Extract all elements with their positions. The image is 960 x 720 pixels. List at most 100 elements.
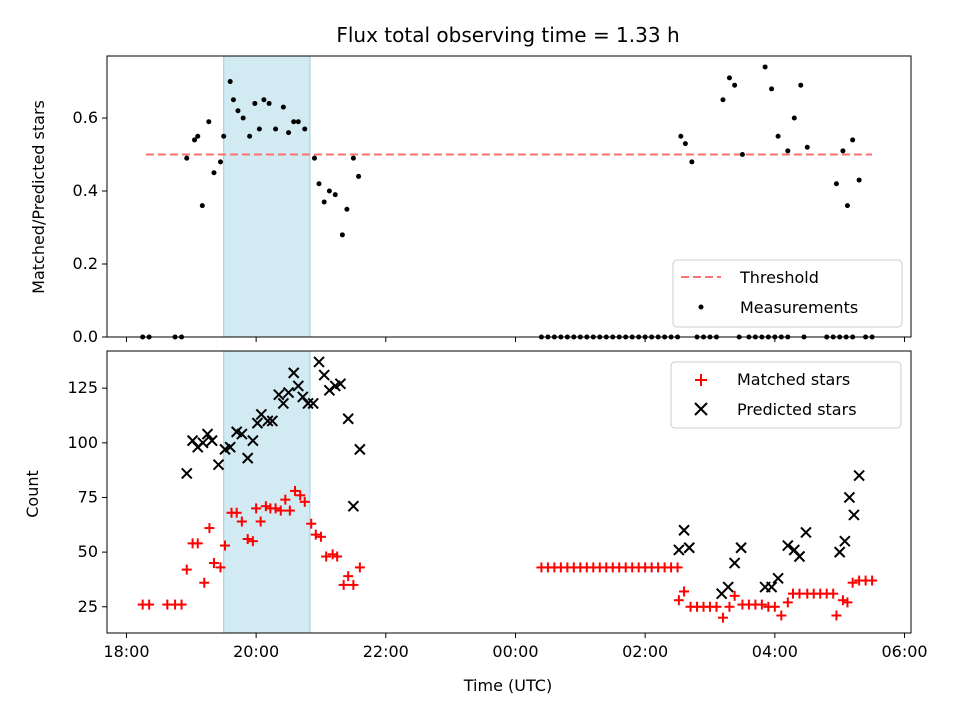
predicted-star-point xyxy=(318,369,330,381)
highlight-span-bottom xyxy=(223,350,311,634)
measurement-point xyxy=(206,119,212,125)
predicted-star-point xyxy=(678,524,690,536)
legend-bottom: Matched stars Predicted stars xyxy=(670,361,902,429)
measurement-point xyxy=(252,100,258,106)
highlight-span-top xyxy=(223,55,311,338)
matched-star-point xyxy=(284,505,295,516)
matched-star-point xyxy=(220,540,231,551)
legend-predicted-swatch xyxy=(694,402,708,416)
top-panel: Flux total observing time = 1.33 h 0.0 0.… xyxy=(29,23,912,346)
y-tick-label-top: 0.0 xyxy=(73,327,98,346)
measurement-point xyxy=(302,126,308,132)
predicted-star-point xyxy=(342,413,354,425)
matched-star-point xyxy=(847,577,858,588)
measurement-point xyxy=(280,104,286,110)
matched-star-point xyxy=(236,516,247,527)
measurement-point xyxy=(844,203,850,209)
measurement-point xyxy=(689,159,695,165)
matched-star-point xyxy=(310,529,321,540)
predicted-star-point xyxy=(247,434,259,447)
matched-star-point xyxy=(231,507,242,518)
matched-star-point xyxy=(756,599,767,610)
matched-star-point xyxy=(176,599,187,610)
predicted-star-point xyxy=(197,437,209,449)
measurement-point xyxy=(356,173,362,179)
predicted-star-point xyxy=(181,467,193,480)
legend-matched-label: Matched stars xyxy=(737,370,850,389)
predicted-star-point xyxy=(833,546,846,558)
measurement-point xyxy=(769,86,775,92)
predicted-star-point xyxy=(735,542,747,554)
y-tick-label-bottom: 50 xyxy=(78,542,98,561)
matched-star-point xyxy=(295,490,306,501)
matched-star-point xyxy=(332,551,343,562)
matched-star-point xyxy=(208,558,219,569)
matched-star-point xyxy=(354,562,365,573)
chart-title: Flux total observing time = 1.33 h xyxy=(336,23,679,47)
measurement-point xyxy=(856,177,862,183)
matched-star-point xyxy=(717,612,728,623)
y-axis-label-bottom: Count xyxy=(23,470,42,518)
matched-star-point xyxy=(192,538,203,549)
matched-star-point xyxy=(255,516,266,527)
y-tick-label-bottom: 25 xyxy=(78,597,98,616)
matched-star-point xyxy=(199,577,210,588)
predicted-star-point xyxy=(206,434,218,447)
legend-measurements-swatch xyxy=(698,304,704,310)
predicted-star-point xyxy=(212,458,225,471)
matched-star-point xyxy=(769,601,780,612)
matched-star-point xyxy=(299,496,310,507)
y-tick-label-bottom: 125 xyxy=(67,378,98,397)
measurement-point xyxy=(184,155,190,161)
legend-matched-swatch xyxy=(695,374,707,386)
measurement-point xyxy=(350,155,356,161)
measurement-point xyxy=(256,126,262,132)
matched-star-point xyxy=(327,549,338,560)
measurement-point xyxy=(227,79,233,85)
measurement-point xyxy=(199,203,205,209)
legend-threshold-label: Threshold xyxy=(739,268,819,287)
legend-predicted-label: Predicted stars xyxy=(737,400,857,419)
y-tick-label-top: 0.4 xyxy=(73,181,98,200)
matched-star-point xyxy=(290,485,301,496)
predicted-star-point xyxy=(282,386,295,399)
y-tick-label-top: 0.2 xyxy=(73,254,98,273)
predicted-star-point xyxy=(853,469,865,482)
matched-star-point xyxy=(315,531,326,542)
predicted-star-point xyxy=(313,356,325,368)
predicted-star-point xyxy=(262,415,274,427)
axes-frame-bottom xyxy=(106,350,912,634)
predicted-star-point xyxy=(843,491,856,504)
measurement-point xyxy=(678,133,684,139)
predicted-star-point xyxy=(800,526,812,539)
measurement-point xyxy=(195,133,201,139)
measurement-point xyxy=(840,148,846,154)
matched-star-point xyxy=(724,601,735,612)
measurement-point xyxy=(316,181,322,187)
x-tick-label: 00:00 xyxy=(492,642,538,661)
x-tick-label: 22:00 xyxy=(363,642,409,661)
measurement-point xyxy=(295,119,301,125)
matched-star-point xyxy=(338,579,349,590)
measurement-point xyxy=(785,148,791,154)
predicted-star-point xyxy=(224,441,236,453)
matched-star-point xyxy=(343,571,354,582)
measurement-point xyxy=(192,137,198,143)
predicted-star-point xyxy=(201,428,214,440)
measurement-point xyxy=(762,64,768,70)
predicted-star-point xyxy=(839,535,851,547)
matched-star-point xyxy=(215,562,226,573)
measurement-point xyxy=(217,159,223,165)
measurement-point xyxy=(798,82,804,88)
legend-top: Threshold Measurements xyxy=(672,259,903,328)
measurement-point xyxy=(791,115,797,121)
predicted-star-point xyxy=(772,572,784,585)
measurement-point xyxy=(726,75,732,81)
x-tick-label: 04:00 xyxy=(752,642,798,661)
measurement-point xyxy=(804,144,810,150)
predicted-star-point xyxy=(683,542,695,554)
measurement-point xyxy=(339,232,345,238)
predicted-star-point xyxy=(288,367,300,379)
predicted-star-point xyxy=(782,539,794,552)
